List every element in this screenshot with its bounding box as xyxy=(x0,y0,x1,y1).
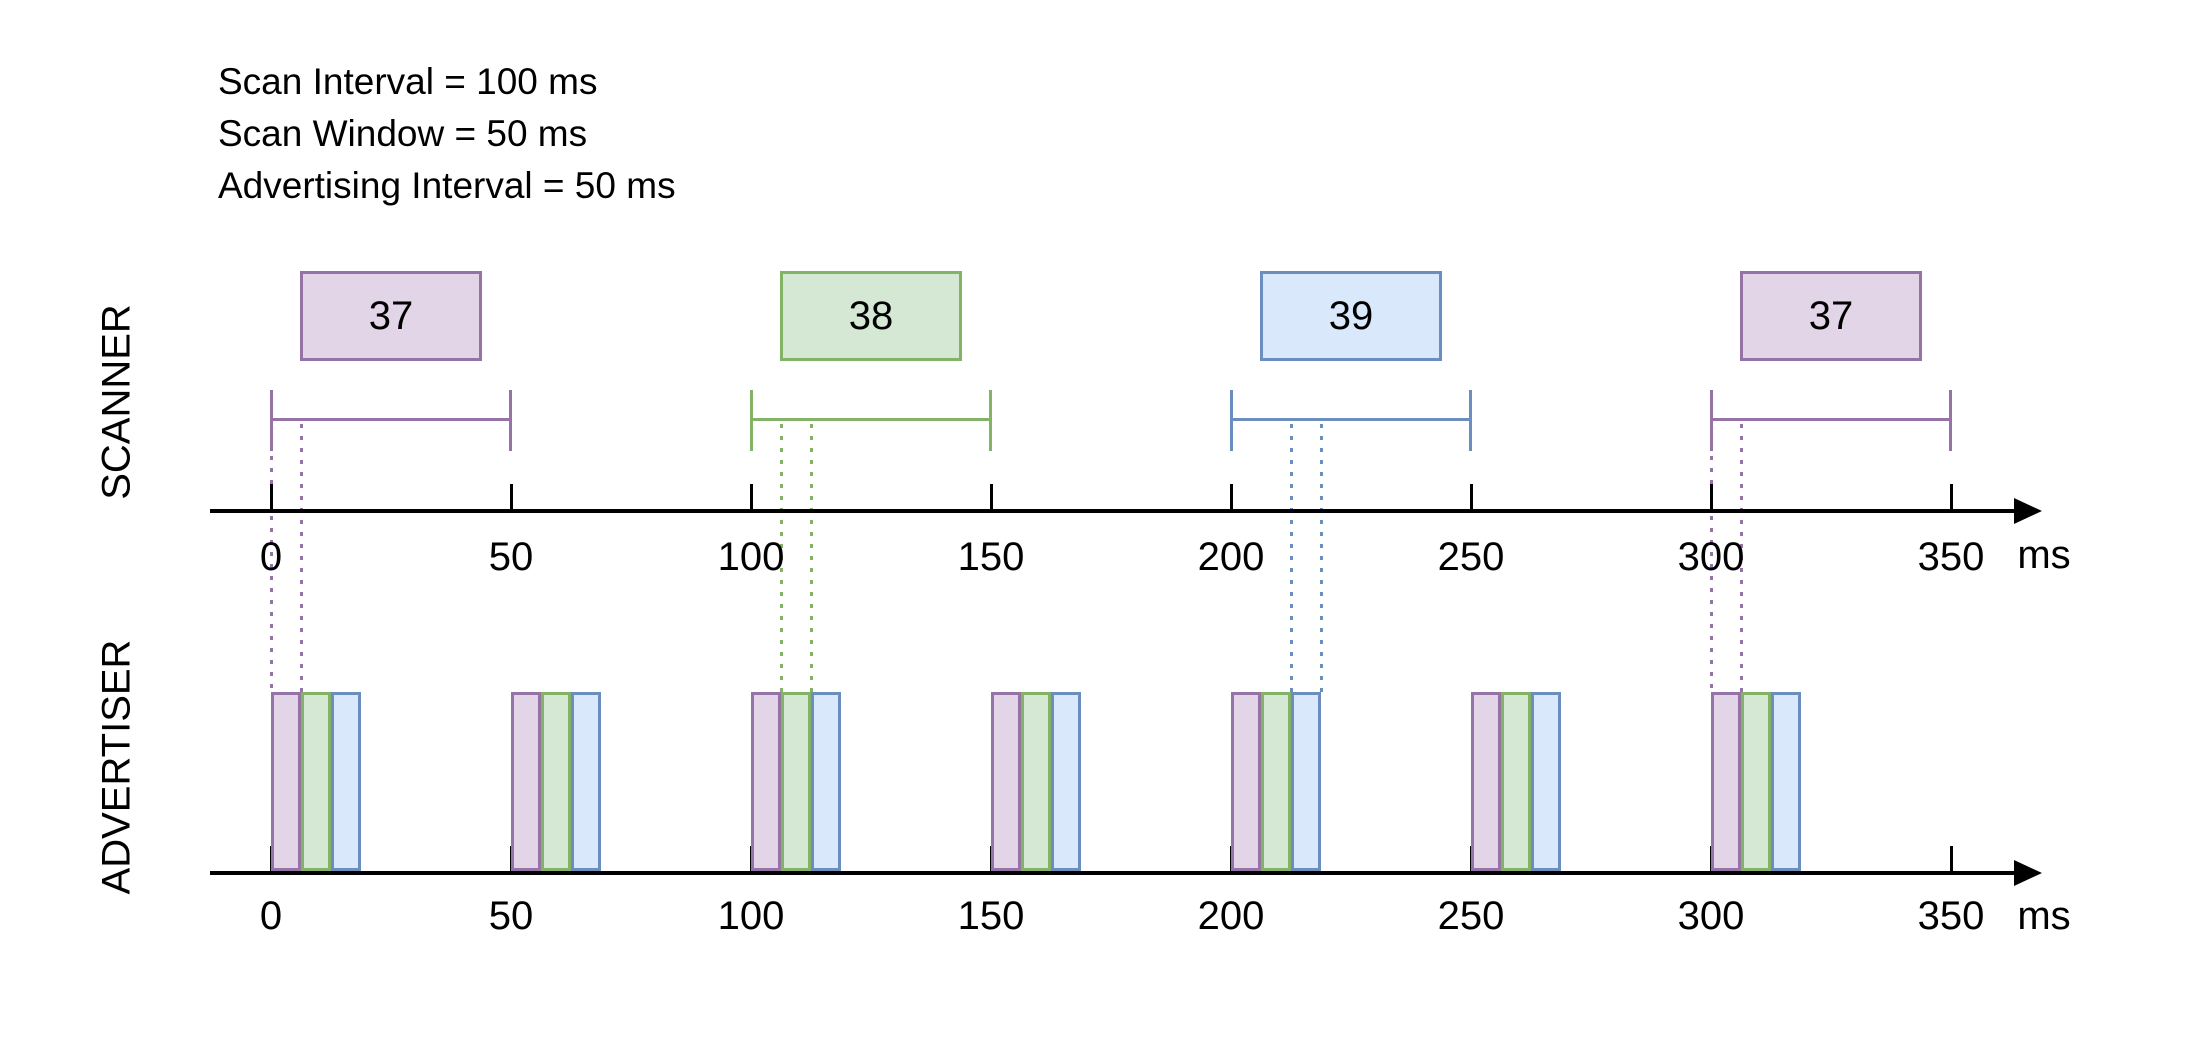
scan-window-bracket-end-cap xyxy=(989,390,992,451)
axis-tick xyxy=(510,484,513,509)
axis-tick-label: 300 xyxy=(1677,894,1745,938)
adv-packet-bar xyxy=(271,692,301,871)
scan-window-bracket-end-cap xyxy=(1469,390,1472,451)
axis-tick xyxy=(990,484,993,509)
scan-window-bracket-end-cap xyxy=(1949,390,1952,451)
adv-packet-bar xyxy=(1471,692,1501,871)
rx-packet-marker-line xyxy=(780,424,783,692)
axis-tick-label: 150 xyxy=(957,535,1025,579)
adv-packet-bar xyxy=(811,692,841,871)
advertiser-axis-arrowhead-icon xyxy=(2014,860,2042,886)
adv-packet-bar xyxy=(1741,692,1771,871)
axis-tick xyxy=(750,484,753,509)
axis-tick xyxy=(1230,484,1233,509)
axis-tick xyxy=(270,484,273,509)
axis-tick-label: 350 xyxy=(1917,535,1985,579)
adv-packet-bar xyxy=(1051,692,1081,871)
scanner-lane-label: SCANNER xyxy=(94,304,139,500)
adv-packet-bar xyxy=(301,692,331,871)
param-advertising-interval: Advertising Interval = 50 ms xyxy=(218,165,676,206)
scan-window-bracket xyxy=(271,418,511,421)
adv-packet-bar xyxy=(571,692,601,871)
param-scan-interval: Scan Interval = 100 ms xyxy=(218,61,598,102)
scan-channel-box: 37 xyxy=(300,271,482,361)
axis-tick-label: 0 xyxy=(259,535,283,579)
advertiser-axis-unit: ms xyxy=(2017,894,2071,938)
scan-window-bracket xyxy=(1231,418,1471,421)
adv-packet-bar xyxy=(1501,692,1531,871)
adv-packet-bar xyxy=(1261,692,1291,871)
scanner-axis-unit: ms xyxy=(2017,533,2071,577)
axis-tick-label: 100 xyxy=(717,535,785,579)
axis-tick-label: 250 xyxy=(1437,535,1505,579)
scan-channel-box: 39 xyxy=(1260,271,1442,361)
axis-tick-label: 150 xyxy=(957,894,1025,938)
scanner-axis-arrowhead-icon xyxy=(2014,498,2042,524)
scanner-time-axis xyxy=(210,509,2016,513)
rx-packet-marker-line xyxy=(1740,424,1743,692)
axis-tick-label: 200 xyxy=(1197,535,1265,579)
axis-tick-label: 250 xyxy=(1437,894,1505,938)
adv-packet-bar xyxy=(1021,692,1051,871)
axis-tick-label: 50 xyxy=(488,894,534,938)
param-scan-window: Scan Window = 50 ms xyxy=(218,113,588,154)
rx-packet-marker-line xyxy=(1320,424,1323,692)
scan-window-bracket-start-cap xyxy=(1710,390,1713,451)
axis-tick-label: 350 xyxy=(1917,894,1985,938)
adv-packet-bar xyxy=(1771,692,1801,871)
rx-packet-marker-line xyxy=(810,424,813,692)
adv-packet-bar xyxy=(541,692,571,871)
scan-channel-box: 38 xyxy=(780,271,962,361)
adv-packet-bar xyxy=(781,692,811,871)
axis-tick xyxy=(1470,484,1473,509)
scan-window-bracket-start-cap xyxy=(750,390,753,451)
advertiser-time-axis xyxy=(210,871,2016,875)
adv-packet-bar xyxy=(331,692,361,871)
axis-tick xyxy=(1950,846,1953,871)
rx-packet-marker-line xyxy=(1290,424,1293,692)
axis-tick xyxy=(1710,484,1713,509)
scan-window-bracket-end-cap xyxy=(509,390,512,451)
axis-tick-label: 100 xyxy=(717,894,785,938)
axis-tick xyxy=(1950,484,1953,509)
axis-tick-label: 300 xyxy=(1677,535,1745,579)
scan-window-bracket-start-cap xyxy=(270,390,273,451)
adv-packet-bar xyxy=(991,692,1021,871)
adv-packet-bar xyxy=(751,692,781,871)
advertiser-lane-label: ADVERTISER xyxy=(94,639,139,895)
adv-packet-bar xyxy=(1231,692,1261,871)
adv-packet-bar xyxy=(1531,692,1561,871)
adv-packet-bar xyxy=(511,692,541,871)
adv-packet-bar xyxy=(1711,692,1741,871)
rx-packet-marker-line xyxy=(1710,456,1713,692)
parameter-text-block: Scan Interval = 100 ms Scan Window = 50 … xyxy=(218,56,676,212)
rx-packet-marker-line xyxy=(270,456,273,692)
rx-packet-marker-line xyxy=(300,424,303,692)
scan-channel-box: 37 xyxy=(1740,271,1922,361)
adv-packet-bar xyxy=(1291,692,1321,871)
axis-tick-label: 50 xyxy=(488,535,534,579)
scan-window-bracket xyxy=(1711,418,1951,421)
axis-tick-label: 200 xyxy=(1197,894,1265,938)
scan-window-bracket xyxy=(751,418,991,421)
scan-window-bracket-start-cap xyxy=(1230,390,1233,451)
axis-tick-label: 0 xyxy=(259,894,283,938)
